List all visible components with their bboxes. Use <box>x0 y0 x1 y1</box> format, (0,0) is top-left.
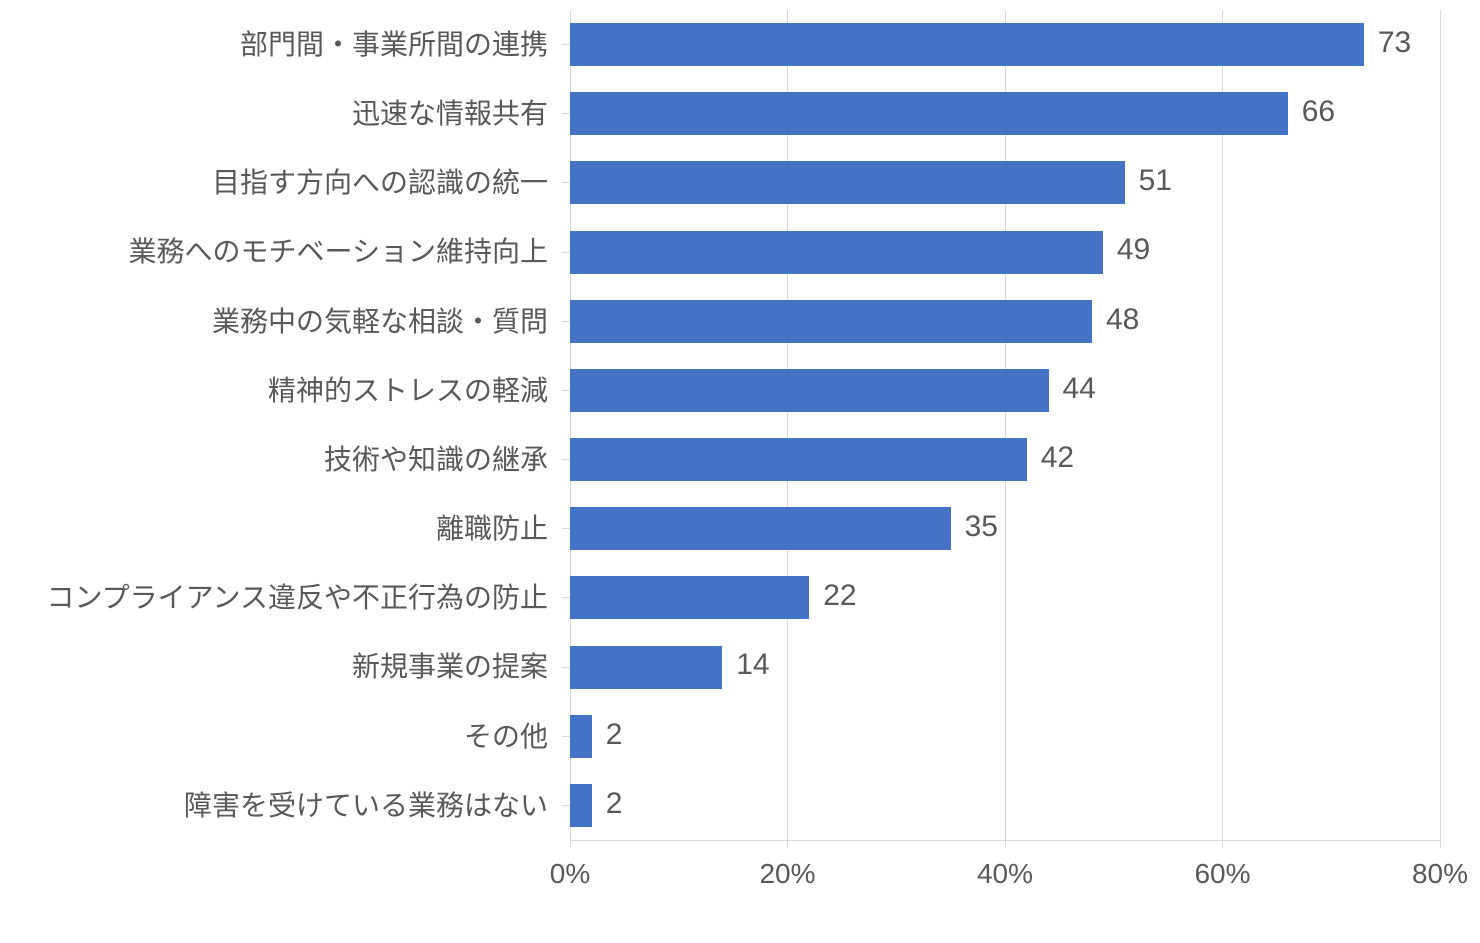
y-category-label: 離職防止 <box>0 509 548 548</box>
bar <box>570 231 1103 274</box>
x-tick-mark <box>787 840 788 848</box>
bar <box>570 784 592 827</box>
x-tick-mark <box>1440 840 1441 848</box>
y-tick-mark <box>562 736 570 737</box>
bar <box>570 715 592 758</box>
x-tick-label: 20% <box>738 858 838 890</box>
x-tick-mark <box>1222 840 1223 848</box>
bar-value-label: 73 <box>1378 26 1411 60</box>
y-tick-mark <box>562 182 570 183</box>
y-category-label: コンプライアンス違反や不正行為の防止 <box>0 578 548 617</box>
y-category-label: 業務中の気軽な相談・質問 <box>0 302 548 341</box>
y-category-label: 部門間・事業所間の連携 <box>0 25 548 64</box>
y-category-label: 技術や知識の継承 <box>0 440 548 479</box>
bar-value-label: 66 <box>1302 95 1335 129</box>
x-tick-label: 0% <box>520 858 620 890</box>
y-category-label: 精神的ストレスの軽減 <box>0 371 548 410</box>
bar-value-label: 2 <box>606 787 623 821</box>
x-tick-label: 60% <box>1173 858 1273 890</box>
bar-value-label: 42 <box>1041 441 1074 475</box>
bar <box>570 23 1364 66</box>
y-category-label: 目指す方向への認識の統一 <box>0 163 548 202</box>
y-tick-mark <box>562 667 570 668</box>
bar <box>570 92 1288 135</box>
bar-value-label: 51 <box>1139 164 1172 198</box>
bar-value-label: 44 <box>1063 372 1096 406</box>
y-category-label: その他 <box>0 717 548 756</box>
x-tick-label: 80% <box>1390 858 1480 890</box>
y-tick-mark <box>562 528 570 529</box>
bar <box>570 161 1125 204</box>
y-category-label: 新規事業の提案 <box>0 647 548 686</box>
y-category-label: 迅速な情報共有 <box>0 94 548 133</box>
horizontal-bar-chart: 0% 20% 40% 60% 80% 部門間・事業所間の連携 73 迅速な情報共有 66 目指す方… <box>0 0 1480 943</box>
y-tick-mark <box>562 459 570 460</box>
y-tick-mark <box>562 390 570 391</box>
bar <box>570 646 722 689</box>
y-category-label: 障害を受けている業務はない <box>0 786 548 825</box>
bar-value-label: 49 <box>1117 233 1150 267</box>
bar-value-label: 2 <box>606 718 623 752</box>
x-tick-mark <box>570 840 571 848</box>
y-tick-mark <box>562 252 570 253</box>
bar-value-label: 35 <box>965 510 998 544</box>
bar <box>570 438 1027 481</box>
bar <box>570 576 809 619</box>
y-tick-mark <box>562 321 570 322</box>
bar-value-label: 48 <box>1106 303 1139 337</box>
y-category-label: 業務へのモチベーション維持向上 <box>0 232 548 271</box>
bar <box>570 300 1092 343</box>
y-tick-mark <box>562 805 570 806</box>
x-tick-label: 40% <box>955 858 1055 890</box>
y-tick-mark <box>562 597 570 598</box>
bar-value-label: 22 <box>823 579 856 613</box>
bar <box>570 507 951 550</box>
x-tick-mark <box>1005 840 1006 848</box>
x-gridline <box>1440 10 1441 840</box>
y-tick-mark <box>562 113 570 114</box>
y-tick-mark <box>562 44 570 45</box>
bar <box>570 369 1049 412</box>
x-axis-line <box>570 840 1440 841</box>
bar-value-label: 14 <box>736 648 769 682</box>
